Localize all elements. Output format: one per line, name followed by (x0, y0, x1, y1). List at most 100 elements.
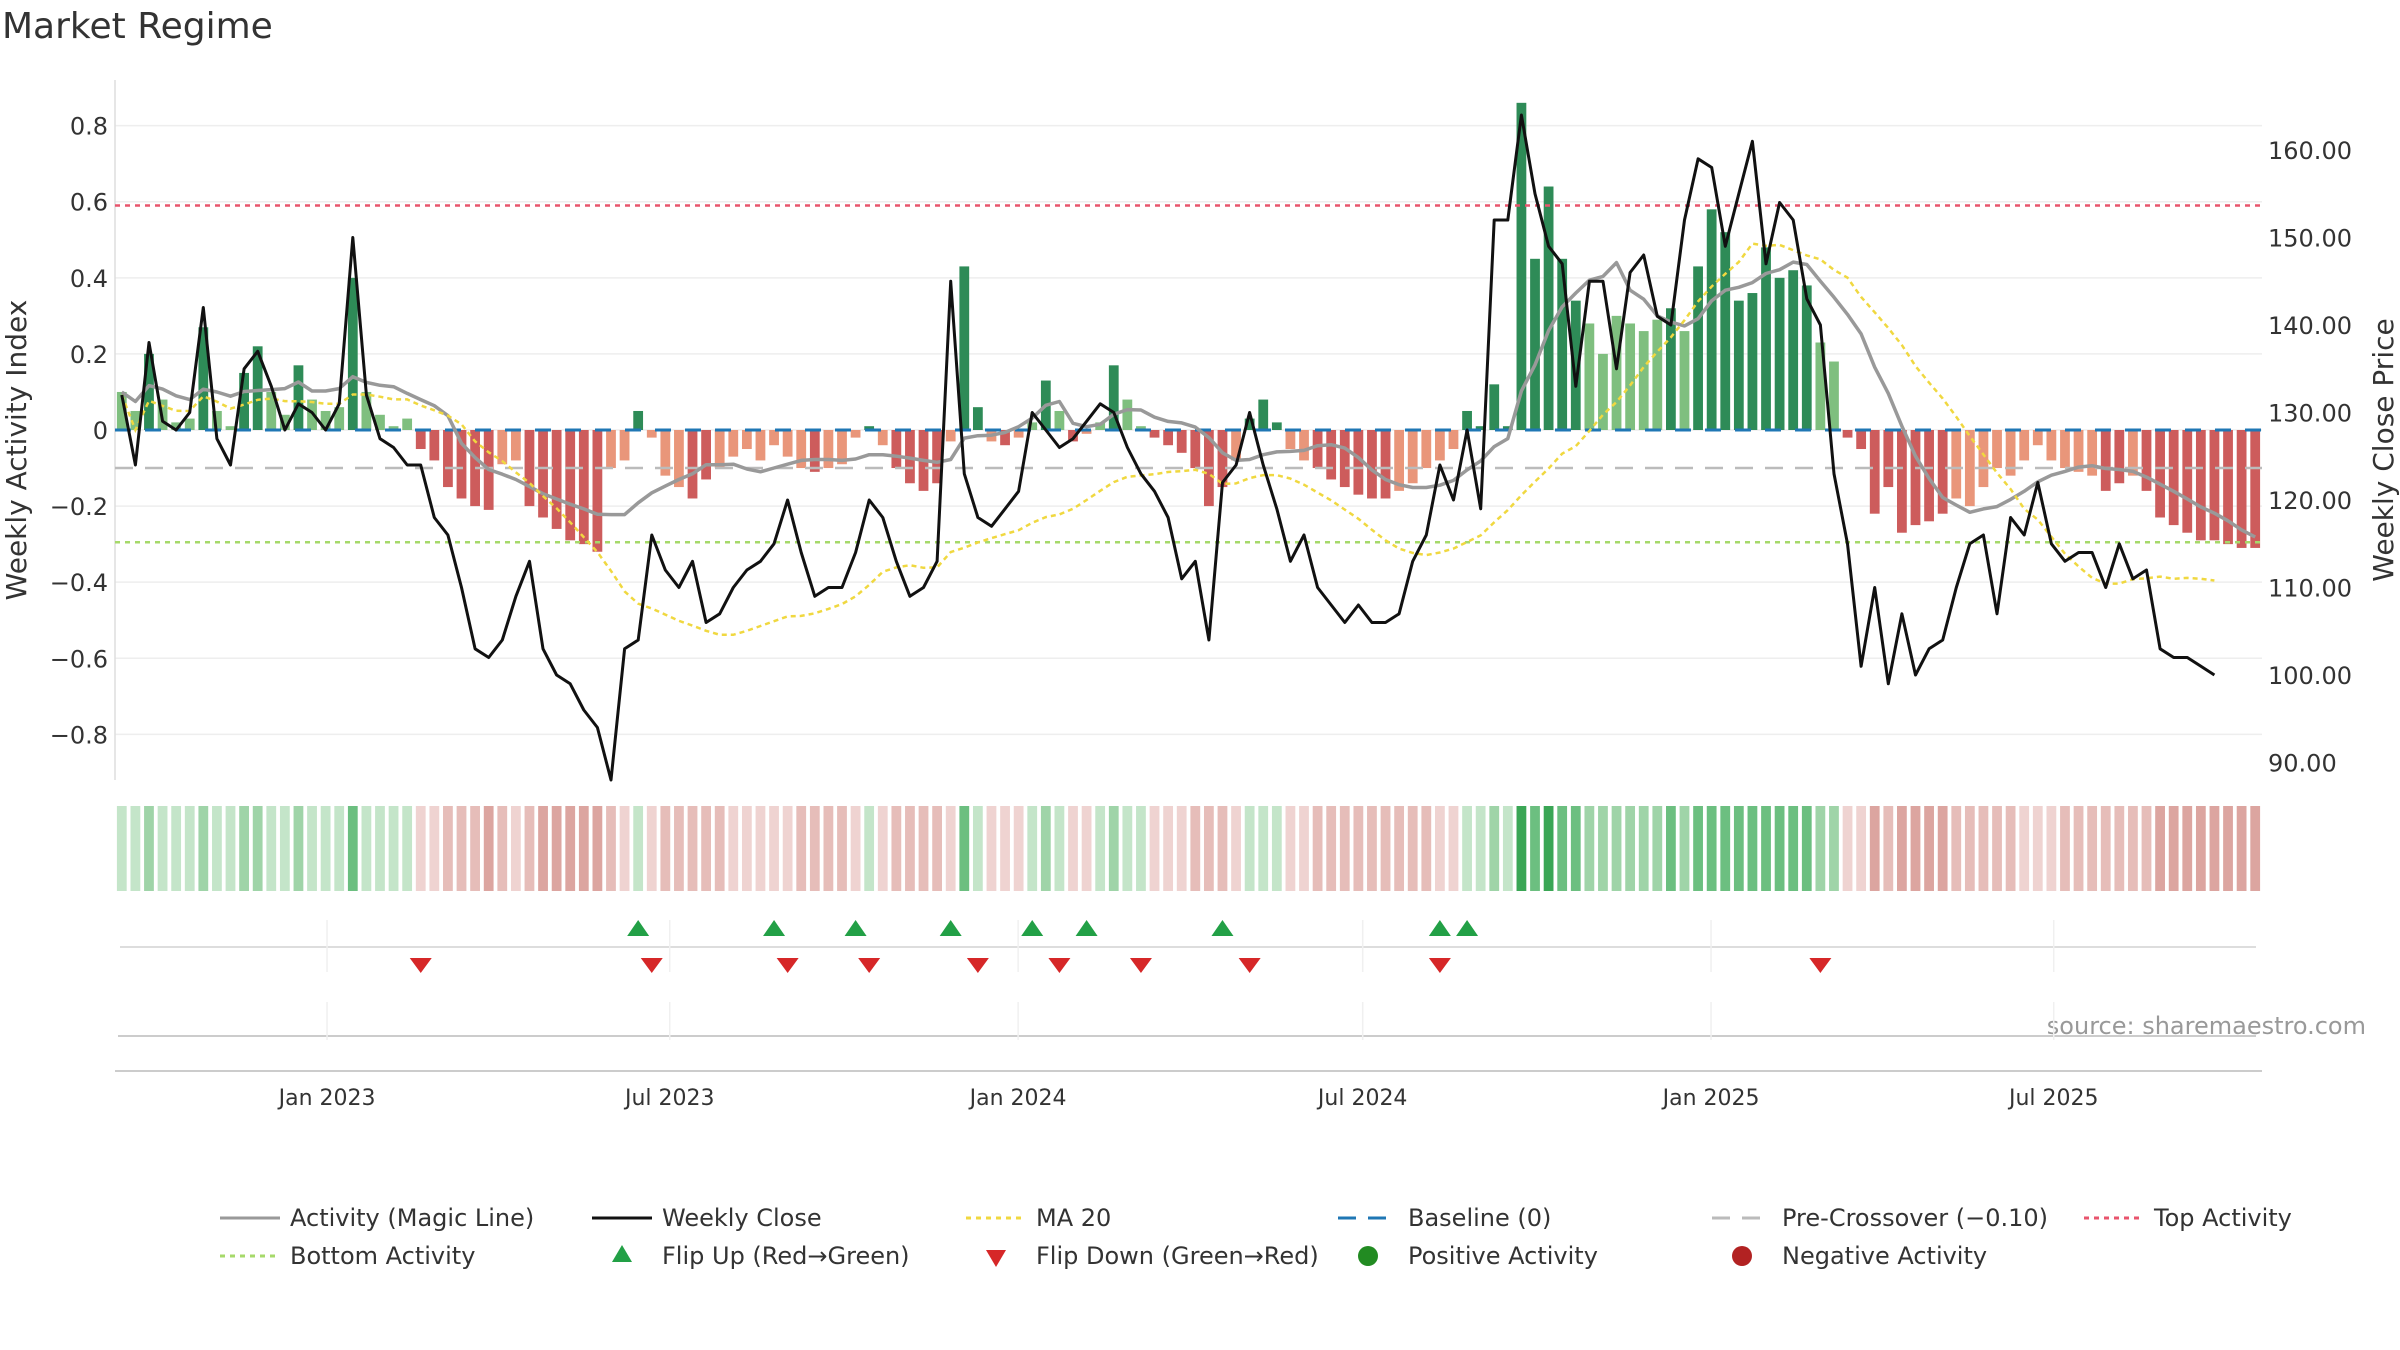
activity-bar (144, 353, 154, 430)
regime-strip-cell (1122, 806, 1133, 891)
left-tick-label: 0.6 (70, 189, 108, 217)
right-tick-label: 120.00 (2268, 487, 2352, 515)
activity-bar (606, 430, 616, 469)
activity-bar (1951, 430, 1962, 499)
flip-down-marker (1809, 958, 1832, 973)
activity-bar (1136, 426, 1146, 430)
legend-label: MA 20 (1036, 1204, 1111, 1232)
regime-strip-cell (1557, 806, 1568, 891)
regime-strip-cell (470, 806, 480, 891)
activity-bar (1081, 430, 1092, 434)
activity-bar (1557, 258, 1568, 430)
regime-strip-cell (1217, 806, 1228, 891)
flip-up-marker (763, 920, 786, 936)
flip-down-marker (1129, 958, 1152, 973)
regime-strip-cell (592, 806, 603, 891)
legend-label: Activity (Magic Line) (290, 1204, 534, 1232)
regime-strip-cell (1136, 806, 1146, 891)
regime-strip-cell (1000, 806, 1010, 891)
activity-bar (538, 430, 548, 518)
regime-strip-cell (565, 806, 576, 891)
regime-strip-cell (456, 806, 467, 891)
regime-strip-cell (1203, 806, 1214, 891)
activity-bar (945, 430, 956, 442)
regime-strip-cell (701, 806, 711, 891)
regime-strip-cell (252, 806, 263, 891)
activity-bar (1271, 422, 1282, 430)
activity-bar (1421, 430, 1432, 469)
regime-strip-cell (347, 806, 358, 891)
activity-bar (2236, 430, 2247, 548)
regime-strip-cell (279, 806, 290, 891)
activity-bar (1000, 430, 1010, 446)
activity-bar (1299, 430, 1309, 461)
activity-bar (2195, 430, 2206, 541)
flip-up-marker (1456, 920, 1479, 936)
legend-label: Flip Down (Green→Red) (1036, 1242, 1319, 1270)
positive-dot-icon (1358, 1246, 1378, 1266)
activity-bar (1054, 410, 1065, 430)
regime-strip-cell (2155, 806, 2165, 891)
regime-strip-cell (1176, 806, 1187, 891)
activity-bar (809, 430, 820, 472)
date-tick-label: Jan 2025 (1661, 1086, 1760, 1111)
regime-strip-cell (687, 806, 698, 891)
regime-strip-cell (1543, 806, 1554, 891)
activity-bar (932, 430, 943, 484)
flip-up-icon (612, 1245, 632, 1262)
regime-strip (116, 806, 2261, 891)
regime-strip-cell (769, 806, 779, 891)
activity-bar (1611, 315, 1622, 430)
activity-bar (687, 430, 698, 499)
regime-strip-cell (2250, 806, 2261, 891)
activity-bar (2005, 430, 2016, 476)
activity-bar (592, 430, 603, 552)
regime-strip-cell (551, 806, 562, 891)
regime-strip-cell (918, 806, 929, 891)
activity-bar (1380, 430, 1391, 499)
activity-bar (1747, 293, 1758, 430)
regime-strip-cell (1530, 806, 1540, 891)
regime-strip-cell (361, 806, 372, 891)
activity-bar (1937, 430, 1948, 514)
left-tick-label: −0.6 (50, 645, 108, 673)
reference-lines (115, 204, 2262, 544)
activity-bar (1666, 308, 1676, 430)
activity-bar (1190, 430, 1201, 469)
activity-bar (1231, 430, 1241, 461)
regime-strip-cell (1598, 806, 1608, 891)
y-axis-label-right: Weekly Close Price (2367, 318, 2400, 581)
activity-bar (701, 430, 711, 480)
activity-bar (1367, 430, 1377, 499)
flip-down-marker (966, 958, 989, 973)
regime-strip-cell (1801, 806, 1812, 891)
activity-bar (1733, 300, 1744, 430)
regime-strip-cell (307, 806, 317, 891)
activity-bar (1312, 430, 1323, 469)
legend-item-baseline: Baseline (0) (1338, 1204, 1551, 1232)
activity-bar (415, 430, 426, 450)
activity-bar (375, 414, 385, 430)
left-tick-label: −0.4 (50, 569, 108, 597)
regime-strip-cell (510, 806, 521, 891)
activity-bar (728, 430, 739, 457)
activity-bar (293, 365, 304, 430)
activity-bar (2209, 430, 2220, 541)
regime-strip-cell (497, 806, 508, 891)
regime-strip-cell (1475, 806, 1486, 891)
right-tick-label: 140.00 (2268, 312, 2352, 340)
legend-item-top-activity: Top Activity (2084, 1204, 2292, 1232)
regime-strip-cell (1666, 806, 1676, 891)
activity-bar (1475, 426, 1486, 430)
regime-strip-cell (1611, 806, 1622, 891)
activity-bar (1326, 430, 1337, 480)
activity-bar (565, 430, 576, 541)
left-tick-label: −0.2 (50, 493, 108, 521)
regime-strip-cell (538, 806, 548, 891)
activity-bar (1013, 430, 1024, 438)
activity-bar (850, 430, 861, 438)
left-tick-label: 0.4 (70, 265, 108, 293)
regime-strip-cell (850, 806, 861, 891)
regime-strip-cell (2168, 806, 2179, 891)
regime-strip-cell (796, 806, 807, 891)
